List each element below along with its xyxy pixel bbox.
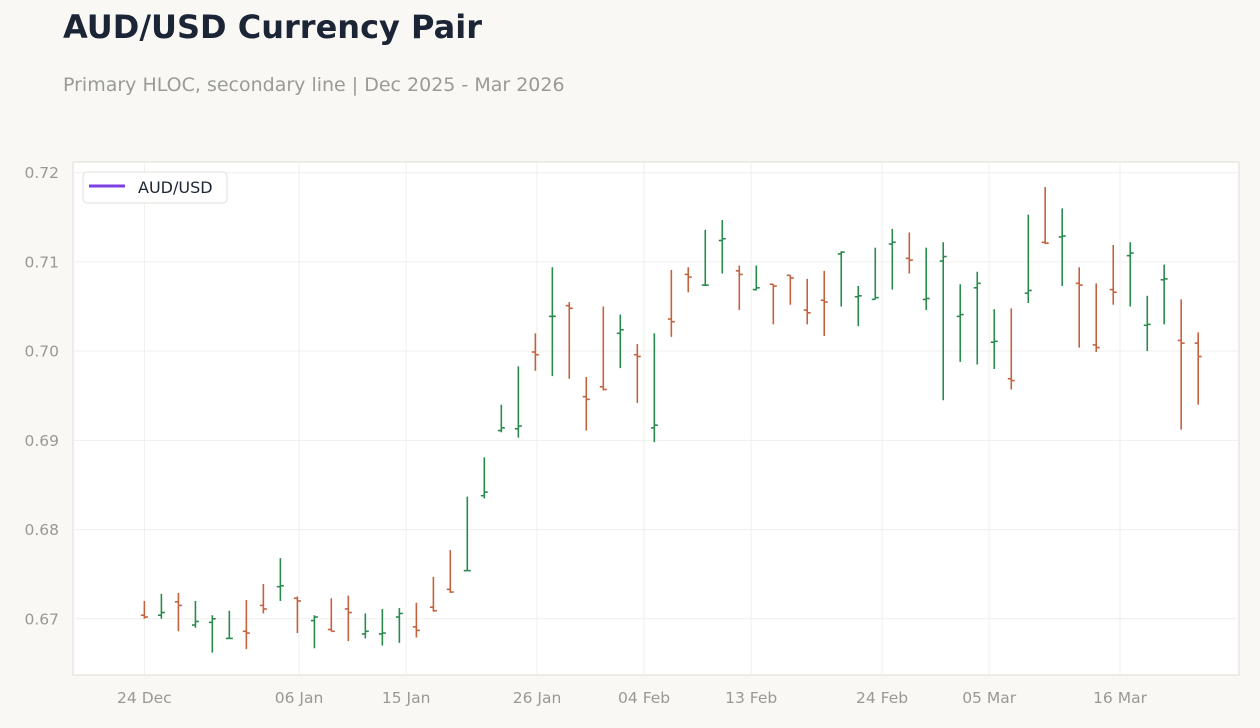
- hloc-bar: [735, 265, 743, 311]
- chart-title: AUD/USD Currency Pair: [63, 8, 482, 46]
- hloc-bar: [718, 219, 726, 274]
- y-tick-label: 0.70: [24, 343, 59, 361]
- hloc-bar: [259, 583, 267, 614]
- hloc-bar: [667, 269, 675, 337]
- y-tick-label: 0.68: [24, 521, 59, 539]
- hloc-bar: [344, 595, 352, 642]
- hloc-bar: [1058, 208, 1066, 287]
- hloc-bar: [1075, 267, 1083, 348]
- hloc-bar: [191, 600, 199, 628]
- hloc-bar: [463, 496, 471, 572]
- x-axis: 24 Dec 06 Jan 15 Jan 26 Jan 04 Feb 13 Feb 24 F…: [117, 689, 1148, 707]
- hloc-bar: [599, 306, 607, 391]
- hloc-bar: [548, 267, 556, 377]
- legend[interactable]: AUD/USD: [82, 171, 228, 204]
- hloc-bar: [514, 366, 522, 438]
- hloc-bar: [395, 608, 403, 643]
- hloc-bar: [1024, 214, 1032, 303]
- legend-box: [82, 171, 228, 204]
- hloc-bar: [1041, 186, 1049, 245]
- hloc-bar: [752, 265, 760, 291]
- y-tick-label: 0.71: [24, 253, 59, 271]
- hloc-bar: [888, 228, 896, 290]
- x-tick-label: 13 Feb: [725, 689, 777, 707]
- hloc-bar: [140, 600, 148, 619]
- hloc-bar: [565, 302, 573, 379]
- hloc-bar: [922, 247, 930, 311]
- hloc-bar: [956, 284, 964, 362]
- hloc-bar: [939, 242, 947, 401]
- hloc-bar: [837, 251, 845, 307]
- hloc-bar: [616, 314, 624, 369]
- x-tick-label: 05 Mar: [962, 689, 1017, 707]
- hloc-bar: [633, 344, 641, 403]
- hloc-bar: [446, 550, 454, 593]
- hloc-bar: [531, 333, 539, 371]
- hloc-bar: [990, 309, 998, 369]
- chart-subtitle: Primary HLOC, secondary line | Dec 2025 …: [63, 74, 565, 96]
- hloc-bar: [701, 229, 709, 287]
- hloc-bar: [480, 457, 488, 499]
- hloc-bars: [140, 186, 1202, 653]
- hloc-bar: [1177, 299, 1185, 430]
- y-tick-label: 0.67: [24, 610, 59, 628]
- hloc-bar: [854, 286, 862, 327]
- hloc-bar: [378, 608, 386, 646]
- y-tick-label: 0.69: [24, 432, 59, 450]
- y-axis: 0.67 0.68 0.69 0.70 0.71 0.72: [24, 164, 59, 628]
- hloc-bar: [1160, 264, 1168, 325]
- hloc-bar: [820, 270, 828, 336]
- x-tick-label: 04 Feb: [618, 689, 670, 707]
- hloc-bar: [650, 333, 658, 443]
- hloc-bar: [803, 278, 811, 325]
- hloc-bar: [1194, 332, 1202, 405]
- x-tick-label: 15 Jan: [382, 689, 431, 707]
- hloc-bar: [1126, 242, 1134, 307]
- legend-label-audusd: AUD/USD: [138, 178, 213, 197]
- hloc-bar: [1109, 244, 1117, 305]
- hloc-bar: [157, 593, 165, 619]
- hloc-bar: [905, 232, 913, 274]
- grid-lines: [73, 162, 1239, 675]
- hloc-bar: [973, 271, 981, 365]
- hloc-bar: [786, 274, 794, 305]
- hloc-bar: [293, 596, 301, 634]
- hloc-bar: [225, 610, 233, 640]
- plot-area: [72, 161, 1240, 676]
- hloc-bar: [327, 598, 335, 633]
- hloc-bar: [276, 558, 284, 601]
- hloc-bar: [1007, 308, 1015, 390]
- hloc-bar: [769, 283, 777, 325]
- hloc-bar: [684, 267, 692, 293]
- hloc-bar: [242, 600, 250, 650]
- hloc-bar: [361, 613, 369, 639]
- hloc-bar: [412, 602, 420, 638]
- hloc-bar: [1092, 283, 1100, 353]
- x-tick-label: 24 Dec: [117, 689, 172, 707]
- hloc-bar: [582, 377, 590, 431]
- y-tick-label: 0.72: [24, 164, 59, 182]
- x-tick-label: 16 Mar: [1093, 689, 1148, 707]
- x-tick-label: 24 Feb: [856, 689, 908, 707]
- x-tick-label: 06 Jan: [275, 689, 324, 707]
- hloc-bar: [497, 404, 505, 433]
- x-tick-label: 26 Jan: [513, 689, 562, 707]
- hloc-bar: [1143, 295, 1151, 352]
- hloc-bar: [429, 576, 437, 612]
- hloc-bar: [208, 615, 216, 653]
- hloc-bar: [174, 592, 182, 632]
- hloc-bar: [871, 247, 879, 301]
- hloc-bar: [310, 615, 318, 649]
